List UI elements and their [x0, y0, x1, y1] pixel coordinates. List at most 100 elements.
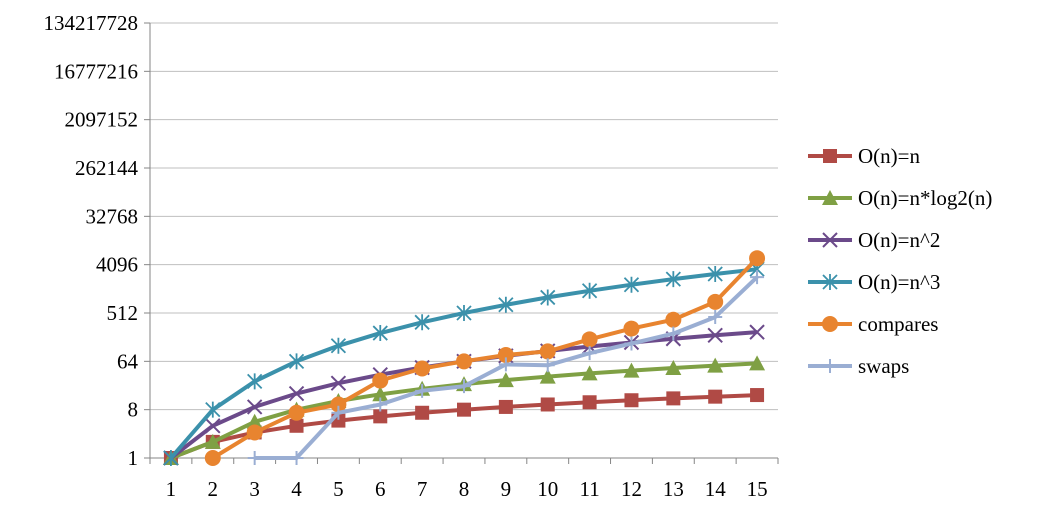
data-point: [330, 396, 347, 413]
data-point: [665, 271, 681, 288]
data-point: [456, 305, 472, 321]
legend: O(n)=n O(n)=n*log2(n) O(n)=n^2 O(n)=n^3 comp…: [808, 144, 992, 378]
legend-marker: [822, 190, 838, 205]
legend-marker: [822, 232, 838, 248]
legend-label: O(n)=n^3: [858, 270, 940, 294]
y-tick-label: 1: [128, 446, 139, 470]
data-point: [540, 358, 555, 373]
x-tick-label: 1: [166, 477, 177, 501]
data-point: [707, 265, 723, 282]
data-point: [204, 433, 221, 449]
data-point: [415, 405, 430, 420]
data-point: [415, 383, 430, 398]
data-point: [749, 324, 765, 340]
series-layer: [162, 250, 766, 466]
data-point: [205, 401, 221, 418]
data-point: [204, 450, 221, 466]
data-point: [708, 310, 723, 325]
data-point: [539, 368, 556, 384]
data-point: [247, 451, 262, 465]
data-point: [331, 405, 346, 420]
data-point: [539, 343, 556, 360]
legend-label: O(n)=n: [858, 144, 920, 168]
data-point: [457, 379, 471, 394]
legend-item: O(n)=n*log2(n): [808, 186, 992, 210]
legend-item: swaps: [808, 354, 909, 378]
data-point: [665, 359, 682, 375]
data-point: [498, 399, 513, 414]
grid-layer: [150, 22, 778, 411]
x-tick-label: 5: [333, 477, 344, 501]
data-point: [288, 404, 305, 421]
y-tick-label: 32768: [86, 204, 139, 228]
x-tick-label: 12: [621, 477, 642, 501]
data-point: [373, 409, 388, 424]
legend-marker: [822, 316, 838, 332]
data-point: [247, 373, 263, 390]
y-tick-label: 512: [107, 301, 139, 325]
legend-label: compares: [858, 312, 938, 336]
y-tick-label: 64: [117, 349, 139, 373]
data-point: [288, 353, 305, 370]
data-point: [708, 389, 723, 404]
legend-label: O(n)=n^2: [858, 228, 940, 252]
x-tick-label: 14: [705, 477, 727, 501]
data-point: [707, 327, 723, 344]
data-point: [666, 391, 681, 406]
y-tick-label: 4096: [96, 253, 138, 277]
x-tick-label: 3: [249, 477, 260, 501]
y-tick-label: 134217728: [44, 11, 139, 35]
x-tick-label: 2: [208, 477, 219, 501]
data-point: [666, 326, 681, 341]
data-point: [498, 357, 513, 372]
x-tick-label: 15: [747, 477, 768, 501]
y-tick-label: 262144: [75, 156, 139, 180]
data-point: [624, 336, 639, 351]
y-tick-label: 16777216: [54, 59, 138, 83]
data-point: [623, 320, 640, 337]
data-point: [373, 397, 388, 412]
x-tick-label: 11: [579, 477, 599, 501]
legend-item: O(n)=n: [808, 144, 920, 168]
series-3: [163, 261, 765, 466]
data-point: [540, 289, 556, 306]
data-point: [750, 270, 765, 285]
data-point: [750, 388, 765, 403]
legend-label: O(n)=n*log2(n): [858, 186, 992, 210]
data-point: [457, 402, 471, 417]
x-tick-label: 13: [663, 477, 684, 501]
data-point: [163, 450, 179, 466]
data-point: [246, 413, 263, 429]
data-point: [581, 331, 598, 348]
data-point: [414, 360, 431, 377]
data-point: [623, 276, 640, 293]
data-point: [582, 346, 597, 361]
x-tick-label: 8: [459, 477, 470, 501]
data-point: [372, 325, 388, 342]
data-point: [288, 385, 305, 402]
data-point: [707, 293, 724, 310]
data-point: [205, 418, 221, 434]
data-point: [749, 355, 766, 371]
legend-marker: [823, 149, 837, 163]
legend-item: O(n)=n^3: [808, 270, 940, 294]
legend-item: compares: [808, 312, 938, 336]
data-point: [540, 397, 555, 412]
data-point: [372, 372, 389, 389]
data-point: [330, 375, 347, 391]
data-point: [707, 357, 724, 373]
data-point: [581, 365, 598, 381]
series-4: [204, 250, 766, 466]
y-tick-label: 8: [128, 398, 139, 422]
data-point: [330, 337, 347, 354]
data-point: [582, 395, 597, 410]
x-tick-label: 4: [291, 477, 302, 501]
legend-marker: [822, 274, 838, 290]
data-point: [372, 386, 389, 402]
data-point: [581, 282, 598, 299]
legend-item: O(n)=n^2: [808, 228, 940, 252]
data-point: [246, 424, 263, 441]
data-point: [749, 250, 766, 267]
